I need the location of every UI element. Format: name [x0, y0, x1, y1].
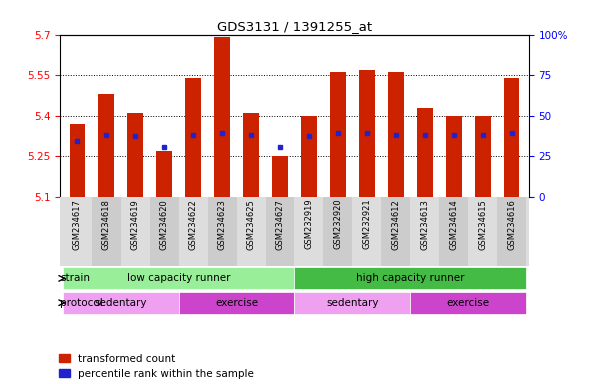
- Text: GSM234612: GSM234612: [391, 199, 400, 250]
- Text: GSM234613: GSM234613: [420, 199, 429, 250]
- Bar: [121, 197, 150, 266]
- Bar: [214, 37, 230, 197]
- Bar: [178, 292, 294, 314]
- Bar: [330, 73, 346, 197]
- Text: low capacity runner: low capacity runner: [127, 273, 231, 283]
- Bar: [150, 197, 178, 266]
- Bar: [294, 197, 323, 266]
- Bar: [388, 73, 404, 197]
- Text: GSM232919: GSM232919: [305, 199, 314, 250]
- Bar: [301, 116, 317, 197]
- Text: GSM234618: GSM234618: [102, 199, 111, 250]
- Bar: [381, 197, 410, 266]
- Legend: transformed count, percentile rank within the sample: transformed count, percentile rank withi…: [59, 354, 254, 379]
- Text: GSM234615: GSM234615: [478, 199, 487, 250]
- Text: GSM234617: GSM234617: [73, 199, 82, 250]
- Text: high capacity runner: high capacity runner: [356, 273, 465, 283]
- Text: sedentary: sedentary: [94, 298, 147, 308]
- Bar: [237, 197, 266, 266]
- Text: GSM232920: GSM232920: [334, 199, 343, 250]
- Text: protocol: protocol: [60, 298, 103, 308]
- Bar: [439, 197, 468, 266]
- Text: GSM234614: GSM234614: [449, 199, 458, 250]
- Bar: [416, 108, 433, 197]
- Bar: [294, 292, 410, 314]
- Bar: [323, 197, 352, 266]
- Bar: [63, 197, 92, 266]
- Bar: [410, 292, 526, 314]
- Text: exercise: exercise: [215, 298, 258, 308]
- Bar: [243, 113, 259, 197]
- Bar: [70, 124, 85, 197]
- Bar: [63, 292, 178, 314]
- Text: GSM232921: GSM232921: [362, 199, 371, 250]
- Bar: [446, 116, 462, 197]
- Bar: [352, 197, 381, 266]
- Bar: [99, 94, 114, 197]
- Text: GSM234619: GSM234619: [131, 199, 140, 250]
- Bar: [468, 197, 497, 266]
- Bar: [359, 70, 375, 197]
- Bar: [504, 78, 519, 197]
- Text: sedentary: sedentary: [326, 298, 379, 308]
- Text: GSM234623: GSM234623: [218, 199, 227, 250]
- Text: GSM234625: GSM234625: [246, 199, 255, 250]
- Title: GDS3131 / 1391255_at: GDS3131 / 1391255_at: [217, 20, 372, 33]
- Bar: [410, 197, 439, 266]
- Bar: [294, 267, 526, 289]
- Text: GSM234620: GSM234620: [160, 199, 169, 250]
- Text: GSM234627: GSM234627: [275, 199, 284, 250]
- Bar: [92, 197, 121, 266]
- Bar: [208, 197, 237, 266]
- Bar: [272, 156, 288, 197]
- Bar: [156, 151, 172, 197]
- Bar: [475, 116, 490, 197]
- Bar: [63, 267, 294, 289]
- Bar: [497, 197, 526, 266]
- Text: exercise: exercise: [447, 298, 490, 308]
- Text: GSM234622: GSM234622: [189, 199, 198, 250]
- Bar: [127, 113, 143, 197]
- Bar: [266, 197, 294, 266]
- Text: GSM234616: GSM234616: [507, 199, 516, 250]
- Bar: [185, 78, 201, 197]
- Text: strain: strain: [60, 273, 90, 283]
- Bar: [178, 197, 208, 266]
